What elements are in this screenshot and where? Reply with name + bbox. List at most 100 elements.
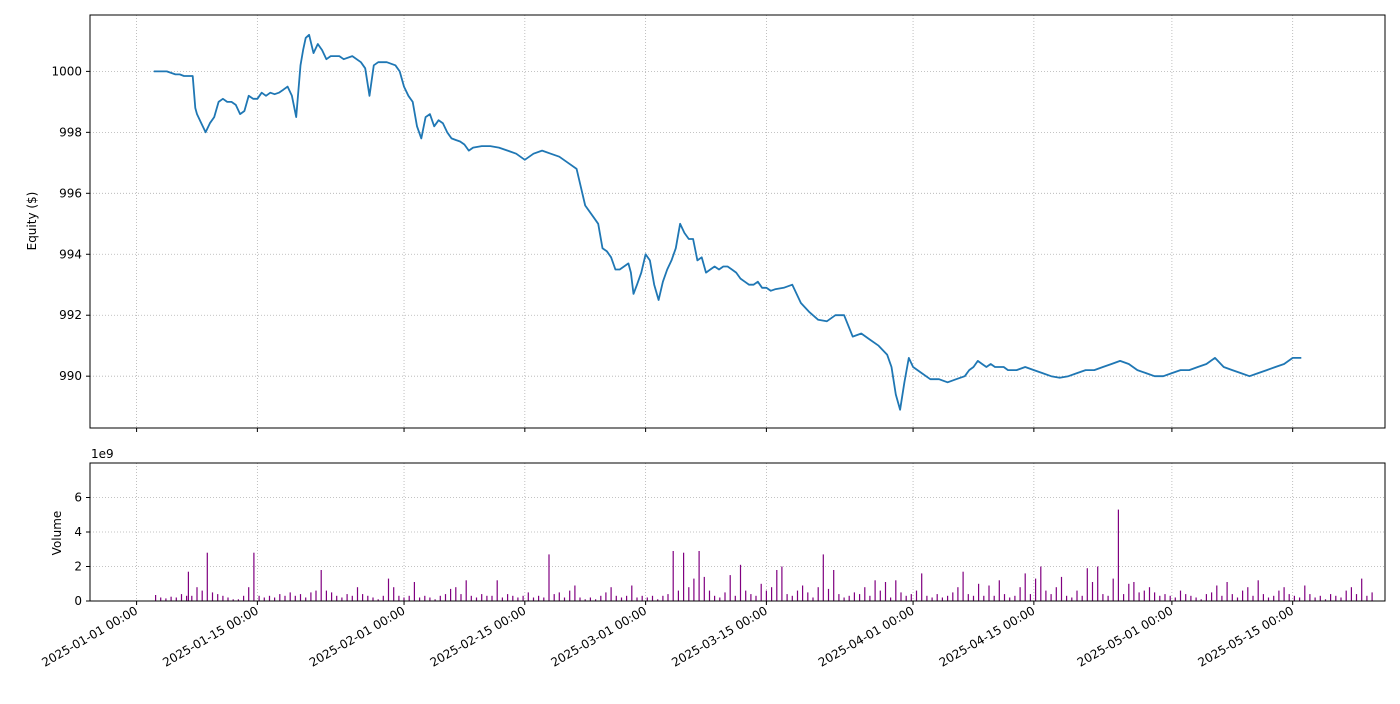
volume-bar: [1102, 594, 1104, 601]
volume-bar: [351, 595, 353, 601]
volume-bar: [1231, 594, 1233, 601]
volume-bar: [1159, 595, 1161, 601]
volume-bar: [1335, 595, 1337, 601]
volume-bar: [1340, 597, 1342, 601]
equity-y-axis-label: Equity ($): [25, 192, 39, 251]
volume-bar: [206, 552, 208, 601]
volume-bar: [1236, 597, 1239, 601]
volume-bar: [1097, 566, 1099, 601]
volume-bar: [791, 595, 793, 601]
volume-bar: [263, 597, 265, 601]
volume-bar: [589, 597, 591, 601]
volume-bar: [243, 595, 245, 601]
volume-bar: [677, 590, 679, 601]
equity-axes-frame: [89, 14, 1386, 429]
volume-bar: [853, 592, 855, 601]
volume-bar: [289, 592, 291, 601]
volume-y-axis-label: Volume: [50, 511, 64, 556]
volume-bar: [620, 597, 623, 601]
equity-y-tick-label: 992: [59, 308, 82, 322]
volume-bar: [408, 595, 410, 601]
volume-bar: [211, 592, 214, 601]
volume-bar: [1273, 595, 1275, 601]
volume-bar: [1262, 594, 1264, 601]
volume-bar: [1299, 597, 1301, 601]
volume-bar: [1123, 594, 1125, 601]
volume-bar: [1355, 594, 1358, 601]
volume-bar: [610, 587, 612, 601]
volume-bar: [1133, 582, 1135, 601]
volume-bar: [1226, 582, 1228, 601]
volume-bar: [341, 597, 343, 601]
volume-bar: [1091, 582, 1094, 601]
volume-bar: [750, 594, 752, 601]
volume-bar: [739, 564, 742, 601]
volume-bar: [460, 594, 462, 601]
volume-bar: [936, 594, 938, 601]
volume-bar: [279, 594, 281, 601]
volume-bar: [1179, 590, 1182, 601]
volume-bar: [496, 580, 498, 601]
volume-bar: [605, 592, 607, 601]
volume-bar: [967, 594, 969, 601]
volume-bar: [895, 580, 897, 601]
volume-bar: [910, 594, 912, 601]
volume-bar: [890, 597, 892, 601]
volume-bar: [1019, 587, 1021, 601]
volume-bar: [724, 592, 726, 601]
volume-bar: [807, 592, 809, 601]
volume-bar: [222, 595, 224, 601]
volume-bar: [874, 580, 876, 601]
volume-bar: [931, 597, 933, 601]
volume-bar: [284, 595, 286, 601]
volume-bar: [294, 595, 296, 601]
volume-bar: [1174, 597, 1176, 601]
volume-bar: [377, 599, 379, 601]
volume-bar: [651, 595, 654, 601]
volume-bar: [538, 595, 540, 601]
equity-x-ticks: [136, 428, 1294, 432]
volume-bar: [843, 597, 845, 601]
volume-bar: [1107, 595, 1109, 601]
volume-bar: [165, 598, 167, 601]
volume-bar: [1330, 594, 1332, 601]
volume-bar: [776, 570, 778, 601]
equity-line: [153, 33, 1302, 411]
volume-bar: [1071, 597, 1073, 601]
volume-bar: [1345, 590, 1347, 601]
volume-bar: [450, 588, 452, 601]
volume-bar: [631, 585, 633, 601]
volume-bar: [227, 597, 229, 601]
volume-bar: [444, 594, 447, 601]
volume-bar: [1112, 578, 1114, 601]
volume-bars: [155, 509, 1373, 602]
volume-bar: [698, 551, 700, 601]
volume-bar: [714, 595, 716, 601]
volume-bar: [274, 597, 276, 601]
volume-bar: [325, 590, 327, 601]
volume-y-ticks: 0 2 4 6: [74, 491, 90, 608]
volume-bar: [569, 590, 571, 601]
volume-bar: [983, 595, 985, 601]
volume-bar: [558, 592, 560, 601]
volume-bar: [1283, 587, 1285, 601]
volume-bar: [320, 570, 322, 601]
volume-bar: [1009, 597, 1011, 601]
equity-y-tick-label: 994: [59, 247, 82, 261]
volume-bar: [822, 554, 824, 601]
volume-bar: [864, 587, 866, 601]
volume-bar: [160, 597, 162, 601]
volume-bar: [201, 590, 203, 601]
volume-bar: [641, 595, 643, 601]
volume-bar: [491, 595, 493, 601]
volume-bar: [553, 594, 555, 601]
volume-bar: [382, 595, 384, 601]
volume-bar: [595, 599, 597, 601]
volume-bar: [1242, 590, 1244, 601]
equity-y-tick-label: 990: [59, 369, 82, 383]
volume-bar: [268, 595, 271, 601]
volume-bar: [1195, 597, 1197, 601]
